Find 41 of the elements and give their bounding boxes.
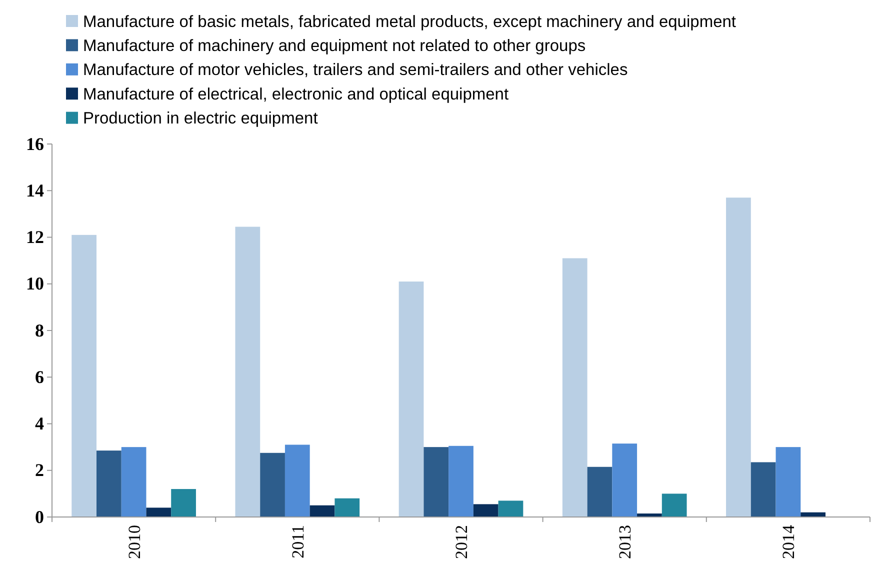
bar (424, 447, 449, 517)
legend-label: Manufacture of machinery and equipment not related to other groups (83, 36, 586, 55)
bar (776, 447, 801, 517)
y-tick-label: 8 (35, 320, 44, 340)
bar (612, 444, 638, 517)
bar (235, 226, 260, 517)
bar (473, 504, 498, 517)
bar (448, 446, 474, 517)
y-tick-label: 4 (35, 414, 44, 434)
bar (146, 508, 172, 517)
bar (398, 282, 424, 517)
bar (750, 462, 776, 517)
y-tick-label: 0 (35, 506, 44, 527)
y-tick-label: 2 (35, 460, 44, 480)
bar (260, 452, 285, 517)
x-tick-label: 2011 (288, 525, 308, 558)
bar (96, 450, 122, 517)
y-tick-label: 14 (26, 180, 44, 200)
x-tick-label: 2010 (124, 525, 144, 559)
y-tick-label: 6 (35, 366, 44, 387)
legend-label: Production in electric equipment (83, 110, 318, 128)
y-tick-label: 10 (26, 274, 44, 294)
bar (72, 234, 96, 517)
bar (587, 466, 612, 517)
bar (334, 498, 360, 517)
y-tick-label: 12 (26, 227, 44, 248)
x-tick-label: 2013 (616, 525, 635, 559)
bar (662, 494, 687, 517)
x-tick-label: 2014 (779, 524, 798, 559)
bar (171, 489, 196, 517)
x-tick-label: 2012 (452, 525, 471, 559)
legend-label: Manufacture of electrical, electronic and optical equipment (83, 85, 509, 104)
bar (310, 505, 335, 517)
bar (562, 258, 588, 517)
bar (121, 447, 146, 517)
legend-label: Manufacture of basic metals, fabricated metal products, except machinery and equipment (83, 12, 736, 31)
bar (498, 500, 524, 517)
bar (284, 444, 310, 517)
legend-label: Manufacture of motor vehicles, trailers and semi-trailers and other vehicles (83, 61, 628, 80)
y-tick-label: 16 (26, 134, 44, 154)
bar (726, 198, 751, 517)
